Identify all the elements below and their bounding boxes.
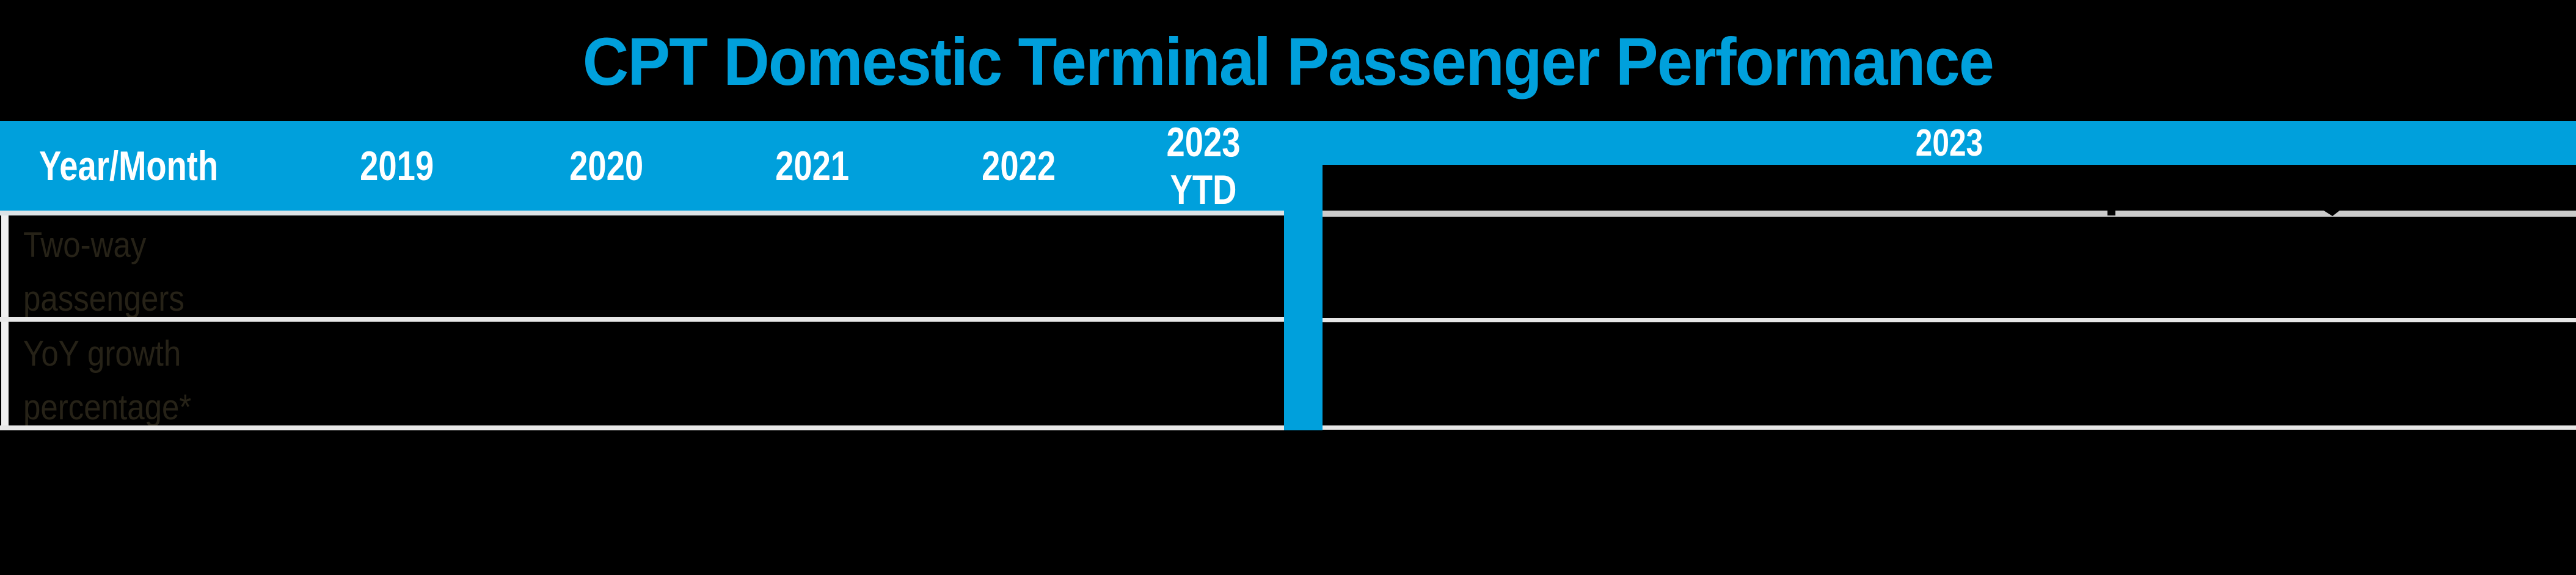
table-bottom-border-line [0,425,1284,430]
year-2023-label: 2023 [1915,121,1983,164]
month-header-row-empty [1323,165,2576,211]
row-label-yoy-growth-percentage: YoY growth percentage* [23,334,192,427]
header-cell-2022: 2022 [981,142,1056,189]
header-cell-2020: 2020 [569,142,644,189]
header-cell-2019: 2019 [360,142,434,189]
page-title: CPT Domestic Terminal Passenger Performa… [0,26,2576,99]
header-cell-year-month: Year/Month [39,142,219,189]
monthly-2023-table: 2023 [1323,121,2576,430]
header-cell-2023-ytd: 2023 YTD [1166,118,1241,213]
row-divider-line [0,317,1284,322]
year-2023-band: 2023 [1323,121,2576,165]
header-cell-2021: 2021 [775,142,850,189]
right-table-bottom-border-line [1323,425,2576,430]
month-header-bottom-stripe [1323,211,2576,217]
annual-table-header-row: Year/Month 2019 2020 2021 2022 2023 YTD [0,118,1284,213]
row-label-two-way-passengers: Two-way passengers [23,225,184,319]
text-remnant-mark-1 [2107,211,2115,215]
text-remnant-mark-2 [2324,211,2340,216]
header-bottom-border-line [0,211,1284,215]
annual-summary-table: Year/Month 2019 2020 2021 2022 2023 YTD … [0,118,1284,430]
page-title-text: CPT Domestic Terminal Passenger Performa… [582,24,1994,99]
right-row-divider-line [1323,318,2576,322]
table-divider-bar [1284,121,1323,430]
